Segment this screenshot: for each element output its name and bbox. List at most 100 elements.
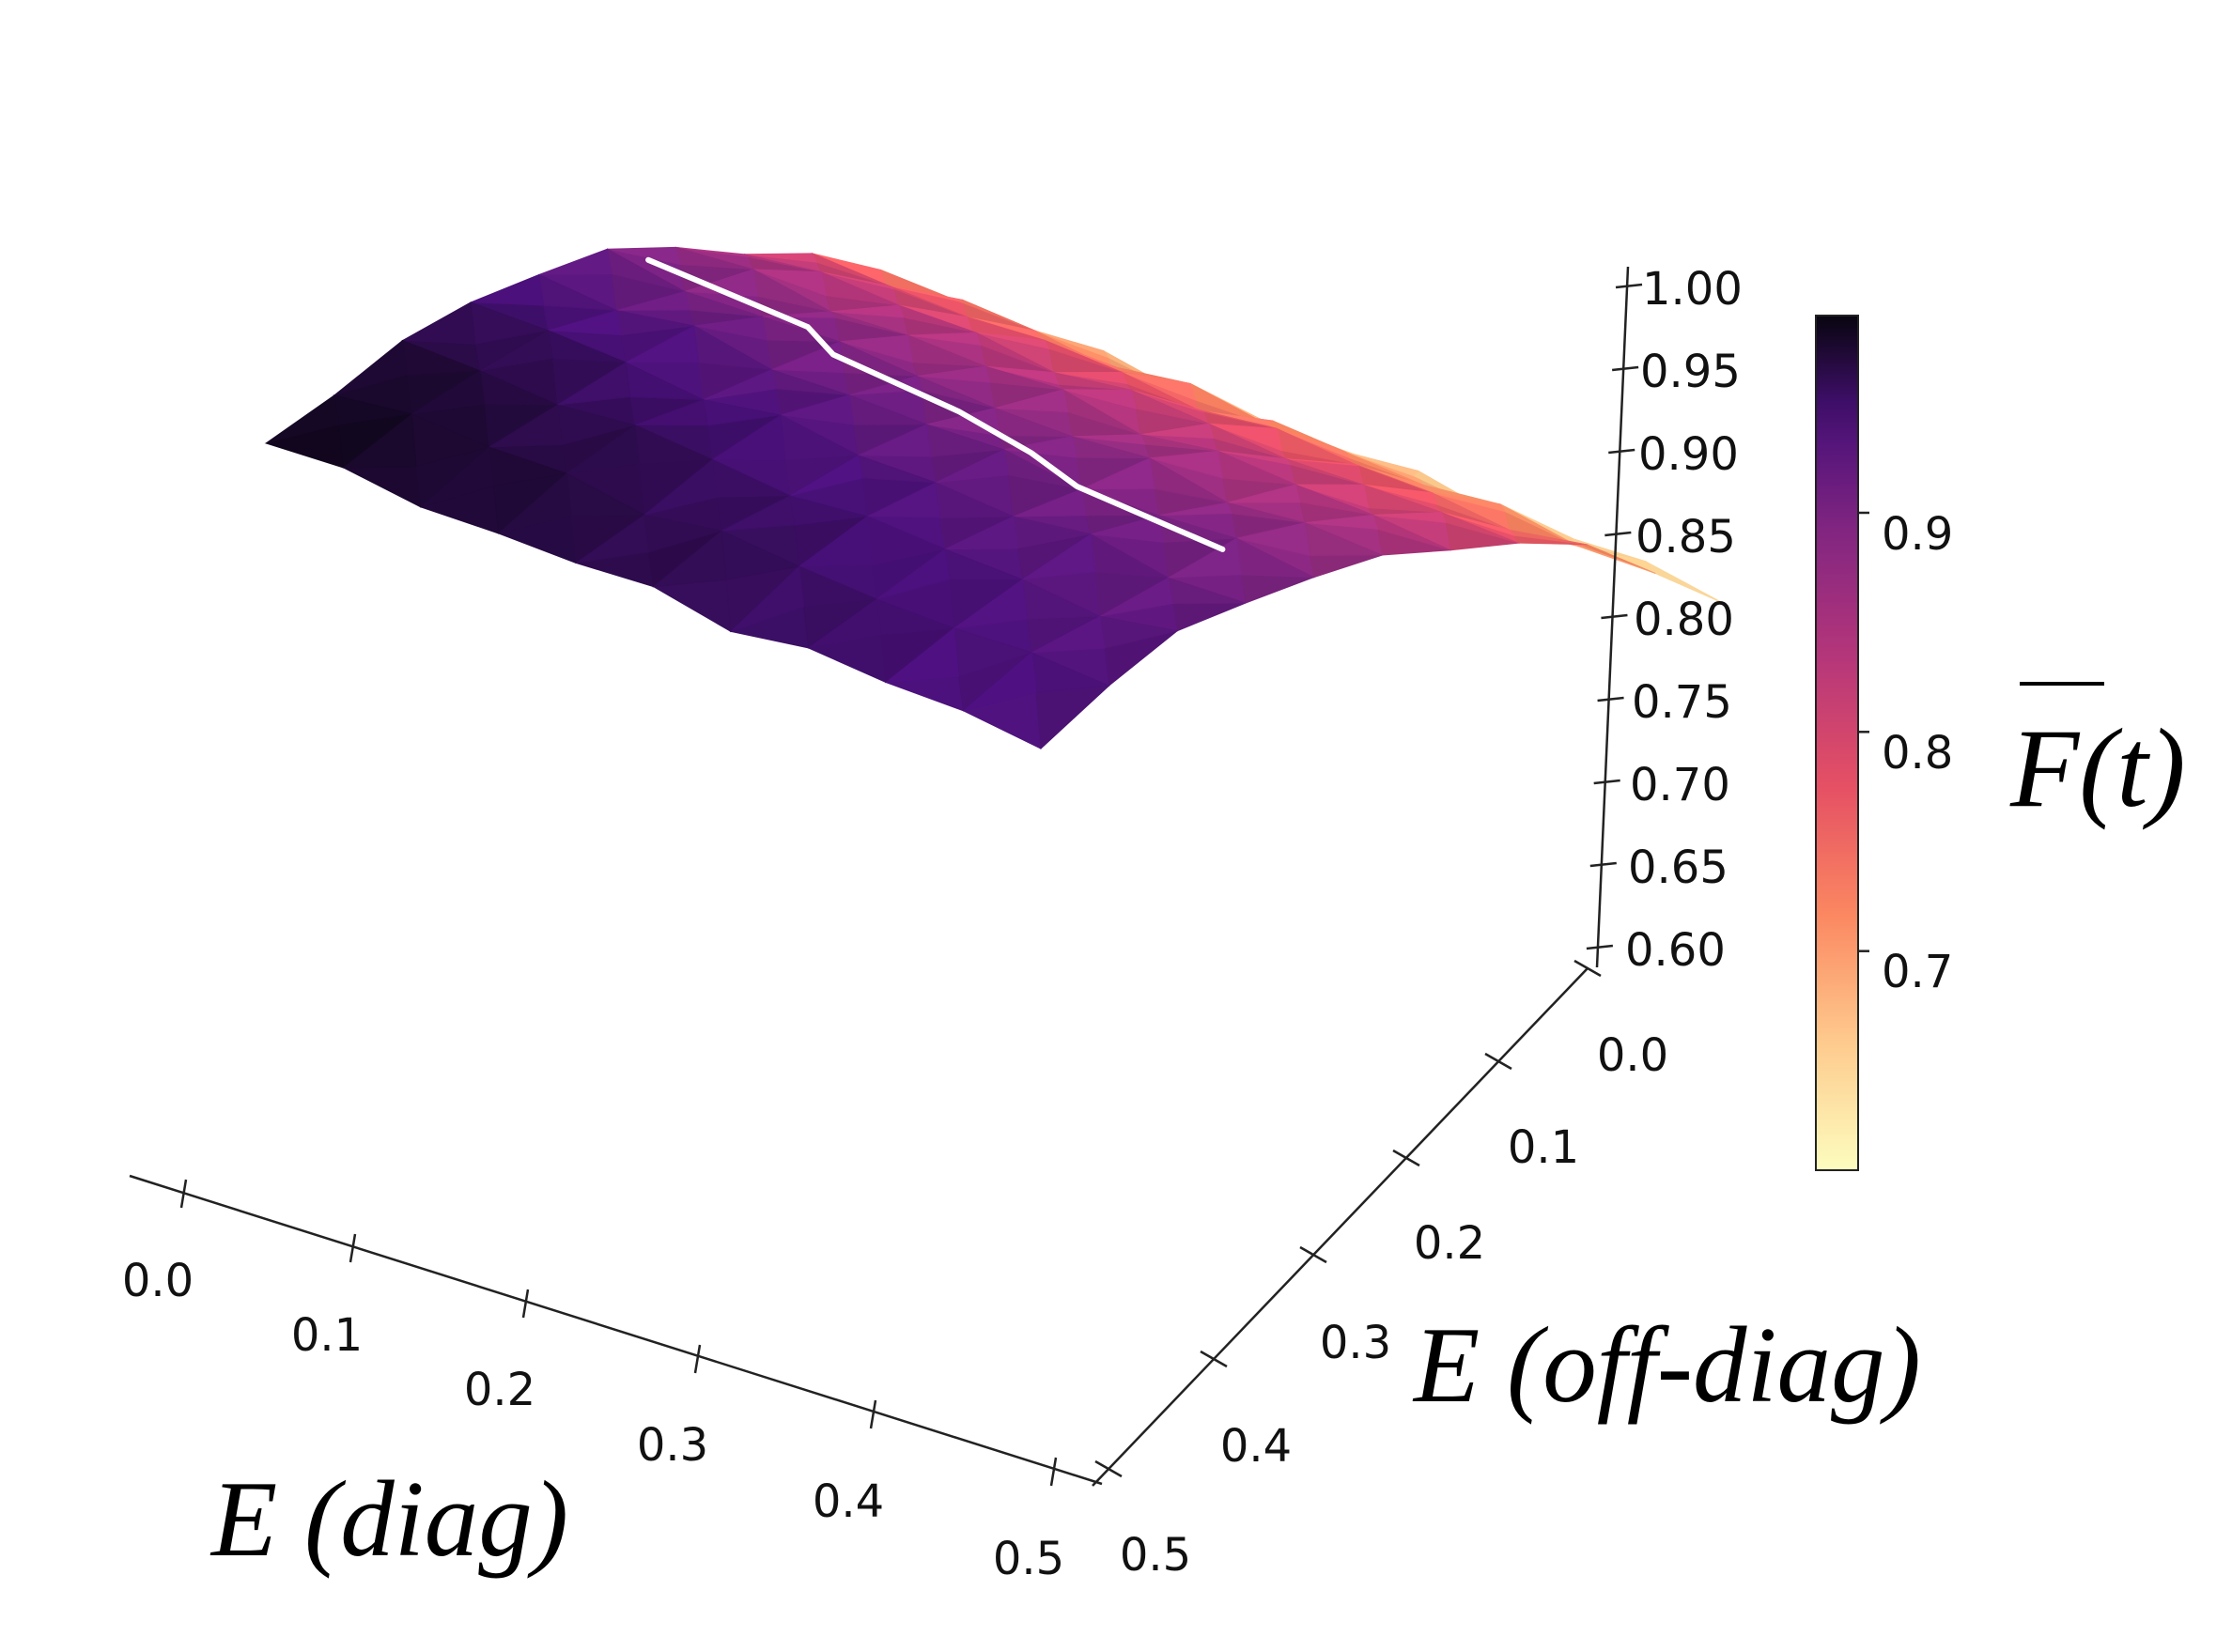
z-tick-mark-1 [1612, 365, 1639, 372]
y-tick-label-1: 0.1 [1508, 1121, 1579, 1174]
y-tick-mark-1 [1484, 1052, 1512, 1071]
z-tick-label-7: 0.65 [1628, 841, 1728, 894]
surface-facet-2-1-3 [488, 404, 563, 448]
y-axis-title: E (off-diag) [1412, 1305, 1921, 1425]
surface-facet-4-4-3 [848, 375, 922, 395]
surface-facet-3-6-3 [907, 332, 982, 346]
surface-facet-9-0-3 [963, 652, 1037, 712]
surface-facet-4-1-3 [643, 458, 718, 516]
y-tick-mark-4 [1200, 1350, 1228, 1368]
surface-facet-7-7-3 [1286, 458, 1360, 467]
surface-facet-2-3-3 [625, 325, 700, 363]
z-tick-mark-7 [1589, 861, 1617, 868]
surface-facet-7-1-3 [876, 548, 951, 600]
surface-facet-7-4-3 [1081, 457, 1155, 490]
surface-facet-9-7-3 [1441, 512, 1516, 537]
surface-facet-3-0-3 [498, 472, 572, 534]
surface-facet-8-2-3 [1022, 533, 1096, 580]
surface-facet-8-7-3 [1363, 484, 1438, 505]
surface-facet-9-4-1 [1309, 554, 1383, 579]
z-tick-mark-0 [1615, 283, 1643, 289]
surface-facet-4-5-3 [917, 365, 991, 383]
surface-facet-0-3-3 [470, 273, 545, 306]
z-tick-label-0: 1.00 [1642, 263, 1743, 316]
surface-facet-0-5-3 [607, 246, 681, 266]
surface-facet-4-3-3 [780, 394, 855, 425]
surface-facet-1-5-3 [684, 269, 759, 298]
x-tick-label-2: 0.2 [464, 1364, 535, 1416]
surface-facet-5-5-3 [994, 389, 1069, 413]
surface-facet-1-2-3 [479, 330, 553, 372]
z-axis: 1.00 0.95 0.90 0.85 0.80 0.75 0.70 0.65 … [1586, 263, 1743, 977]
surface-facet-9-4-3 [1236, 522, 1310, 556]
surface-facet-6-2-3 [867, 482, 941, 518]
surface-facet-6-5-3 [1072, 434, 1146, 445]
colorbar-tick-label-2: 0.7 [1882, 946, 1953, 998]
z-tick-label-4: 0.80 [1634, 594, 1734, 646]
surface-facet-0-0-3 [265, 394, 340, 444]
surface-facet-1-1-3 [411, 370, 486, 415]
surface-facet-1-6-3 [752, 269, 827, 297]
surface-facet-2-9-3 [1035, 330, 1109, 359]
colorbar-title: F(t) [2009, 705, 2186, 830]
surface-facet-3-1-3 [566, 424, 641, 474]
surface-facet-6-3-3 [935, 449, 1010, 484]
surface-facet-7-0-3 [808, 598, 882, 649]
colorbar-tick-label-0: 0.9 [1882, 508, 1953, 561]
surface-facet-2-6-3 [830, 304, 905, 318]
surface-facet-7-6-3 [1217, 450, 1293, 466]
colorbar-tick-label-1: 0.8 [1882, 727, 1953, 780]
surface-facet-0-1-3 [333, 339, 408, 396]
surface-facet-1-3-3 [548, 309, 622, 336]
x-tick-mark-3 [693, 1344, 702, 1374]
y-tick-label-3: 0.3 [1320, 1317, 1391, 1369]
colorbar-ticks [1858, 511, 1869, 952]
y-axis: 0.0 0.1 0.2 0.3 0.4 0.5 E (off-diag) [1092, 959, 1921, 1582]
z-ticks [1586, 283, 1643, 950]
surface-facet-6-9-3 [1345, 451, 1419, 477]
surface-facet-8-6-3 [1295, 484, 1370, 509]
x-tick-mark-2 [521, 1289, 530, 1319]
y-tick-label-4: 0.4 [1220, 1420, 1292, 1473]
z-tick-label-6: 0.70 [1630, 759, 1730, 811]
surface-facet-3-7-3 [976, 332, 1050, 349]
surface-facet-4-8-3 [1122, 372, 1196, 401]
x-ticks [179, 1179, 1058, 1487]
surface-facet-9-3-1 [1240, 574, 1314, 604]
y-tick-mark-0 [1573, 959, 1602, 978]
surface-facet-5-6-3 [1062, 389, 1137, 409]
z-tick-label-1: 0.95 [1640, 346, 1741, 398]
x-tick-label-1: 0.1 [291, 1309, 363, 1362]
surface-facet-4-0-3 [575, 514, 650, 564]
x-tick-label-4: 0.4 [813, 1475, 884, 1528]
z-tick-mark-6 [1593, 779, 1620, 785]
surface-facet-9-0-1 [1035, 685, 1110, 750]
surface-facet-9-1-3 [1031, 615, 1106, 654]
surface-facet-6-6-3 [1140, 423, 1215, 440]
y-tick-mark-3 [1299, 1245, 1327, 1264]
surface-facet-8-1-3 [953, 579, 1028, 629]
x-tick-label-5: 0.5 [993, 1533, 1064, 1585]
surface-mesh [264, 246, 1725, 750]
surface-facet-5-1-3 [721, 495, 796, 532]
surface-facet-3-2-3 [634, 399, 708, 426]
x-axis: 0.0 0.1 0.2 0.3 0.4 0.5 E (diag) [122, 1174, 1103, 1585]
surface-facet-9-2-3 [1099, 577, 1173, 617]
x-tick-mark-1 [349, 1233, 357, 1263]
surface-facet-4-7-3 [1053, 371, 1128, 385]
surface-facet-0-6-3 [675, 246, 749, 257]
surface-facet-5-0-3 [652, 530, 727, 588]
surface-facet-7-5-3 [1149, 450, 1224, 479]
surface-facet-7-2-3 [944, 516, 1018, 550]
surface-facet-9-2-1 [1172, 602, 1247, 632]
surface-facet-3-3-3 [703, 369, 777, 400]
surface-facet-1-4-3 [616, 290, 690, 311]
y-tick-label-2: 0.2 [1414, 1217, 1485, 1270]
y-tick-mark-2 [1392, 1149, 1420, 1167]
surface-facet-7-3-3 [1013, 488, 1087, 517]
surface-facet-5-0-0 [652, 579, 732, 633]
x-tick-mark-0 [179, 1179, 188, 1209]
x-axis-title: E (diag) [209, 1459, 568, 1579]
x-tick-label-0: 0.0 [122, 1255, 194, 1307]
